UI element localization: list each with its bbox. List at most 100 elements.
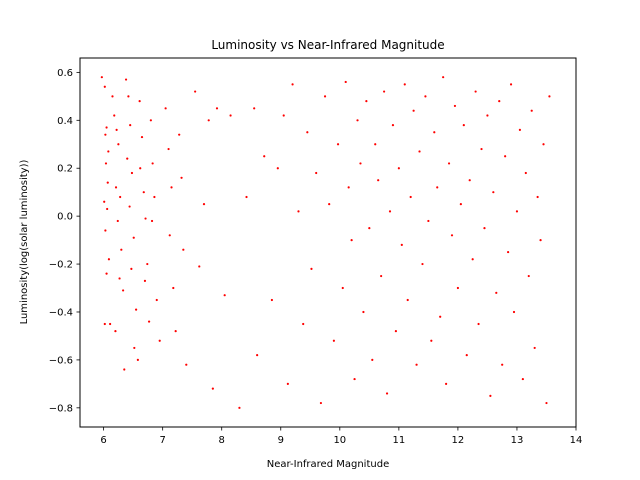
data-point-0-34 bbox=[135, 308, 138, 311]
data-point-0-25 bbox=[123, 368, 126, 371]
data-point-0-71 bbox=[253, 107, 256, 110]
data-point-0-146 bbox=[509, 83, 513, 86]
data-point-0-119 bbox=[430, 339, 433, 342]
data-point-0-15 bbox=[113, 114, 116, 117]
data-point-0-58 bbox=[180, 176, 183, 179]
data-point-0-14 bbox=[111, 95, 114, 98]
x-tick-label-7: 13 bbox=[511, 435, 524, 446]
data-point-0-4 bbox=[107, 150, 110, 153]
data-point-0-147 bbox=[512, 310, 516, 314]
data-point-0-40 bbox=[142, 191, 145, 194]
data-point-0-116 bbox=[421, 262, 424, 266]
data-point-0-127 bbox=[453, 104, 457, 108]
data-point-0-92 bbox=[350, 239, 353, 242]
data-point-0-108 bbox=[397, 167, 400, 170]
data-point-0-49 bbox=[155, 298, 158, 302]
data-point-0-141 bbox=[495, 291, 498, 294]
data-point-0-150 bbox=[521, 377, 524, 381]
data-point-0-20 bbox=[116, 219, 119, 223]
chart-title: Luminosity vs Near-Infrared Magnitude bbox=[211, 38, 444, 52]
x-axis-ticks: 6 7 8 9 10 11 12 13 14 bbox=[100, 427, 582, 446]
data-point-0-7 bbox=[103, 200, 106, 203]
plot-frame bbox=[79, 57, 577, 428]
data-point-0-148 bbox=[515, 210, 519, 213]
data-point-0-60 bbox=[185, 363, 188, 366]
data-point-0-80 bbox=[302, 322, 305, 326]
data-point-0-98 bbox=[368, 227, 371, 230]
data-point-0-75 bbox=[276, 167, 279, 170]
data-point-0-81 bbox=[306, 131, 309, 134]
y-tick-label-0: −0.8 bbox=[49, 403, 73, 414]
data-point-0-16 bbox=[115, 128, 118, 131]
data-point-0-126 bbox=[450, 234, 454, 237]
data-point-0-142 bbox=[498, 100, 501, 103]
data-point-0-55 bbox=[172, 286, 175, 290]
data-point-0-50 bbox=[158, 339, 161, 342]
data-point-0-117 bbox=[424, 95, 427, 98]
data-point-0-102 bbox=[380, 274, 383, 278]
data-point-0-110 bbox=[403, 83, 406, 86]
data-point-0-13 bbox=[109, 322, 112, 326]
x-tick-label-4: 10 bbox=[333, 435, 346, 446]
data-point-0-144 bbox=[504, 155, 507, 158]
data-point-0-137 bbox=[483, 227, 486, 230]
data-point-0-5 bbox=[104, 162, 108, 165]
data-point-0-157 bbox=[542, 143, 545, 146]
data-point-0-131 bbox=[465, 354, 468, 357]
data-point-0-84 bbox=[319, 401, 323, 405]
data-point-0-1 bbox=[103, 85, 106, 88]
data-point-0-28 bbox=[129, 123, 132, 127]
data-point-0-140 bbox=[492, 191, 495, 194]
data-point-0-38 bbox=[140, 135, 144, 139]
y-tick-label-1: −0.6 bbox=[49, 355, 73, 366]
data-point-0-36 bbox=[136, 358, 139, 362]
data-point-0-99 bbox=[371, 358, 374, 362]
data-point-0-158 bbox=[545, 401, 548, 405]
data-point-0-59 bbox=[182, 248, 185, 251]
data-point-0-159 bbox=[548, 95, 551, 98]
y-tick-label-6: 0.4 bbox=[57, 116, 73, 127]
data-point-0-155 bbox=[536, 195, 539, 199]
data-point-0-54 bbox=[168, 234, 171, 237]
data-point-0-24 bbox=[114, 330, 117, 333]
data-point-0-27 bbox=[127, 95, 130, 98]
data-point-0-124 bbox=[445, 382, 448, 385]
data-point-0-26 bbox=[124, 78, 128, 81]
data-point-0-42 bbox=[146, 262, 149, 266]
data-point-0-89 bbox=[341, 286, 344, 290]
data-point-0-29 bbox=[126, 157, 129, 160]
data-point-0-143 bbox=[501, 363, 504, 366]
data-point-0-136 bbox=[480, 147, 483, 151]
data-point-0-10 bbox=[107, 258, 111, 261]
data-point-0-149 bbox=[518, 128, 522, 131]
data-point-0-69 bbox=[238, 406, 241, 409]
y-tick-label-3: −0.2 bbox=[49, 260, 73, 271]
data-point-0-74 bbox=[270, 298, 273, 302]
data-point-0-83 bbox=[315, 171, 318, 175]
data-point-0-95 bbox=[359, 162, 362, 165]
data-point-0-138 bbox=[486, 114, 489, 117]
x-tick-label-1: 7 bbox=[159, 435, 165, 446]
data-point-0-61 bbox=[194, 90, 197, 93]
data-point-0-103 bbox=[383, 90, 386, 93]
data-point-0-77 bbox=[286, 382, 289, 385]
data-point-0-47 bbox=[153, 195, 156, 199]
data-point-0-88 bbox=[336, 143, 340, 146]
data-point-0-22 bbox=[118, 277, 121, 280]
data-point-0-101 bbox=[377, 179, 380, 182]
data-point-0-76 bbox=[282, 114, 285, 117]
data-point-0-123 bbox=[442, 76, 445, 79]
data-point-0-86 bbox=[328, 203, 331, 206]
data-point-0-23 bbox=[122, 289, 125, 292]
y-axis-title: Luminosity(log(solar luminosity)) bbox=[19, 159, 30, 324]
data-point-0-85 bbox=[323, 95, 327, 98]
x-tick-label-8: 14 bbox=[570, 435, 583, 446]
data-point-0-112 bbox=[409, 195, 412, 199]
data-point-0-44 bbox=[147, 320, 151, 323]
y-tick-label-7: 0.6 bbox=[57, 68, 73, 79]
data-point-0-6 bbox=[106, 181, 109, 184]
data-point-0-63 bbox=[202, 203, 206, 206]
data-point-0-68 bbox=[229, 114, 232, 117]
